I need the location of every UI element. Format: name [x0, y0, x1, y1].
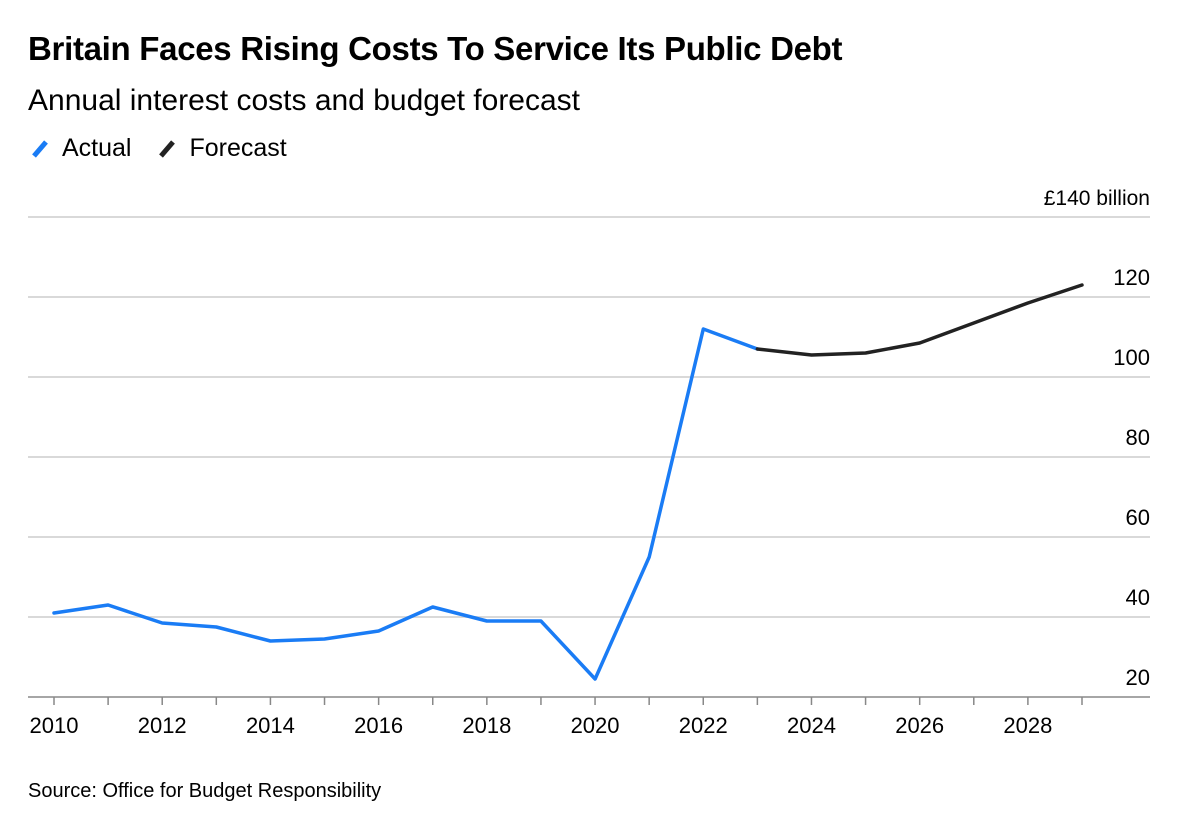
series-line-actual — [52, 327, 760, 681]
legend-swatch-actual — [32, 139, 48, 158]
legend: Actual Forecast — [30, 134, 313, 163]
y-tick-label-20: 20 — [1126, 665, 1150, 690]
y-tick-label-100: 100 — [1113, 345, 1150, 370]
y-tick-label-40: 40 — [1126, 585, 1150, 610]
legend-label-actual: Actual — [62, 134, 132, 162]
x-tick-label-2018: 2018 — [462, 713, 511, 738]
x-tick-label-2026: 2026 — [895, 713, 944, 738]
y-tick-label-120: 120 — [1113, 265, 1150, 290]
y-tick-label-80: 80 — [1126, 425, 1150, 450]
x-tick-label-2012: 2012 — [138, 713, 187, 738]
x-tick-label-2016: 2016 — [354, 713, 403, 738]
legend-label-forecast: Forecast — [189, 134, 287, 162]
x-tick-label-2028: 2028 — [1003, 713, 1052, 738]
source-note: Source: Office for Budget Responsibility — [28, 780, 382, 802]
x-tick-label-2022: 2022 — [679, 713, 728, 738]
chart-title: Britain Faces Rising Costs To Service It… — [28, 30, 843, 67]
x-tick-label-2010: 2010 — [30, 713, 79, 738]
legend-swatch-forecast — [159, 139, 176, 158]
series-line-forecast — [755, 283, 1084, 357]
legend-item-forecast: Forecast — [157, 134, 287, 163]
x-tick-label-2014: 2014 — [246, 713, 295, 738]
chart-subtitle: Annual interest costs and budget forecas… — [28, 84, 581, 117]
y-tick-label-140: £140 billion — [1044, 187, 1150, 210]
x-tick-label-2020: 2020 — [571, 713, 620, 738]
y-tick-label-60: 60 — [1126, 505, 1150, 530]
x-tick-label-2024: 2024 — [787, 713, 836, 738]
legend-item-actual: Actual — [30, 134, 131, 163]
